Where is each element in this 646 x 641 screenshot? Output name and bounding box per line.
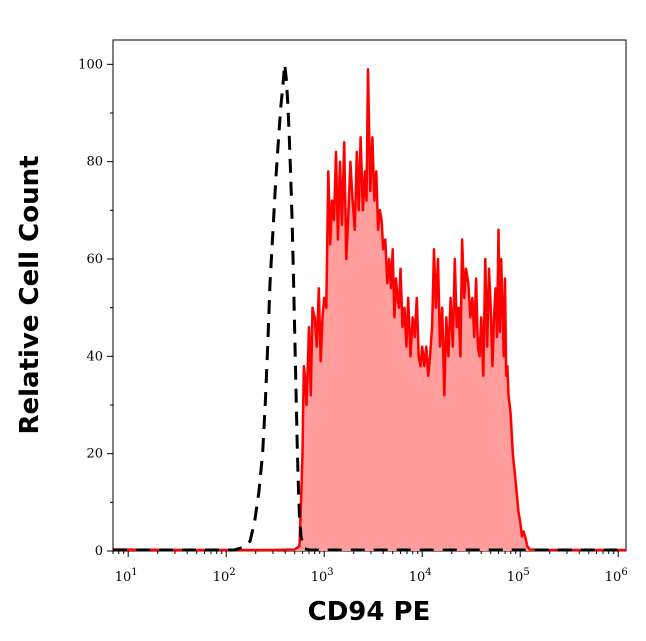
x-tick-label: 103	[311, 567, 334, 585]
y-axis-ticks: 0 20 40 60 80 100	[78, 57, 113, 559]
x-tick-label: 101	[115, 567, 138, 585]
isotype-control-dashed-line	[113, 64, 626, 552]
y-axis-title: Relative Cell Count	[15, 155, 45, 434]
y-tick-label: 80	[86, 155, 103, 170]
x-tick-label: 106	[605, 567, 628, 585]
x-tick-label: 105	[507, 567, 530, 585]
y-tick-label: 100	[78, 57, 103, 72]
cd94-pe-sample-line	[112, 67, 626, 552]
plot-area	[112, 39, 627, 554]
x-axis-title: CD94 PE	[308, 597, 431, 627]
cd94-pe-sample-fill	[113, 69, 626, 551]
x-tick-label: 104	[409, 567, 432, 585]
y-tick-label: 0	[95, 544, 103, 559]
x-axis-ticks: 101 102 103 104 105 106	[115, 551, 628, 585]
y-tick-label: 40	[86, 349, 103, 364]
y-tick-label: 20	[86, 447, 103, 462]
x-tick-label: 102	[213, 567, 236, 585]
y-tick-label: 60	[86, 252, 103, 267]
